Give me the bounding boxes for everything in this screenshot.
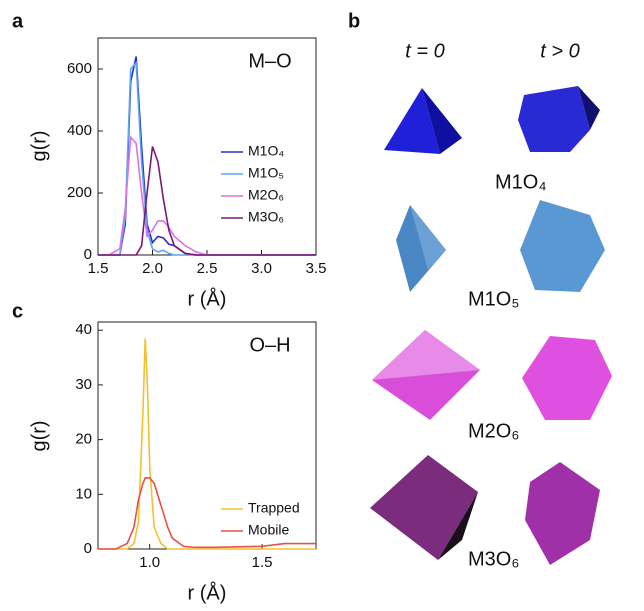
row-label: M2O₆ bbox=[468, 420, 519, 442]
x-tick-label: 3.0 bbox=[251, 260, 272, 277]
x-tick-label: 2.5 bbox=[197, 260, 218, 277]
legend-label: Mobile bbox=[248, 522, 289, 538]
x-tick-label: 1.5 bbox=[88, 260, 109, 277]
y-tick-label: 10 bbox=[75, 485, 92, 502]
polyhedron bbox=[370, 86, 612, 565]
y-tick-label: 20 bbox=[75, 431, 92, 448]
y-axis-label: g(r) bbox=[28, 420, 50, 451]
x-tick-label: 1.0 bbox=[139, 554, 160, 571]
row-label: M3O₆ bbox=[468, 548, 519, 570]
column-header: t = 0 bbox=[405, 40, 444, 62]
y-tick-label: 0 bbox=[84, 540, 92, 557]
legend-label: M3O₆ bbox=[248, 209, 284, 225]
legend-label: M1O₅ bbox=[248, 165, 284, 181]
line bbox=[98, 338, 316, 549]
x-tick-label: 3.5 bbox=[306, 260, 327, 277]
legend-label: M1O₄ bbox=[248, 143, 284, 159]
panel-label: a bbox=[12, 10, 24, 32]
annotation: M–O bbox=[248, 50, 291, 72]
y-tick-label: 200 bbox=[67, 184, 92, 201]
x-tick-label: 1.5 bbox=[252, 554, 273, 571]
legend-label: M2O₆ bbox=[248, 187, 284, 203]
panel-label: b bbox=[348, 10, 360, 32]
row-label: M1O₄ bbox=[495, 171, 547, 193]
figure: a c b M–O O–H r (Å) r (Å) g(r) g(r) t = … bbox=[0, 0, 644, 606]
row-label: M1O₅ bbox=[468, 288, 519, 310]
x-axis-label: r (Å) bbox=[188, 581, 227, 604]
panel-label: c bbox=[12, 300, 23, 322]
y-tick-label: 600 bbox=[67, 60, 92, 77]
y-tick-label: 400 bbox=[67, 122, 92, 139]
x-axis-label: r (Å) bbox=[188, 287, 227, 310]
legend-label: Trapped bbox=[248, 500, 300, 516]
column-header: t > 0 bbox=[540, 40, 579, 62]
annotation: O–H bbox=[249, 334, 290, 356]
y-tick-label: 40 bbox=[75, 321, 92, 338]
y-tick-label: 30 bbox=[75, 376, 92, 393]
x-tick-label: 2.0 bbox=[142, 260, 163, 277]
y-axis-label: g(r) bbox=[28, 130, 50, 161]
